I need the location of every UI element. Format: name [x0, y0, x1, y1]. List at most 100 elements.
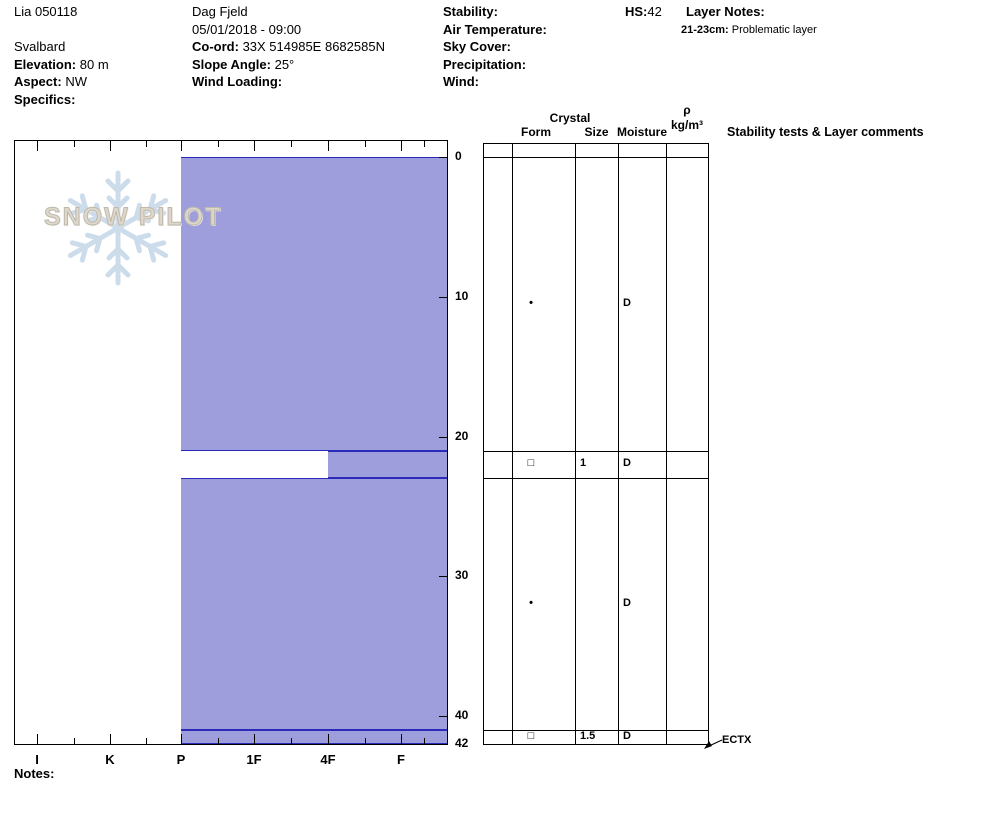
depth-tick-label: 42 — [455, 736, 469, 750]
snow-layer-bar — [328, 450, 447, 479]
pit-name: Lia 050118 — [14, 4, 78, 19]
slope-angle-row: Slope Angle: 25° — [192, 57, 294, 72]
moisture-value: D — [623, 296, 631, 309]
sky-cover-label: Sky Cover: — [443, 39, 511, 54]
hardness-minor-tick — [424, 141, 425, 147]
snow-layer-bar — [181, 157, 447, 451]
hardness-minor-tick — [73, 141, 75, 147]
elevation-value: 80 m — [79, 57, 109, 72]
coordinates-value: 33X 514985E 8682585N — [242, 39, 385, 54]
elevation-row: Elevation: 80 m — [14, 57, 109, 72]
hardness-major-tick — [110, 141, 111, 151]
crystal-header: Crystal — [549, 111, 591, 125]
density-header: ρ kg/m³ — [666, 103, 708, 133]
table-vline — [483, 143, 484, 744]
slope-angle-value: 25° — [274, 57, 295, 72]
snow-layer-bar — [181, 478, 447, 730]
hardness-major-tick — [401, 141, 402, 151]
hs-row: HS:42 — [625, 4, 662, 19]
hardness-major-tick — [328, 141, 329, 151]
layer-note-depth: 21-23cm: — [681, 24, 729, 36]
layer-note-text: Problematic layer — [731, 24, 817, 36]
table-vline — [512, 143, 513, 744]
hardness-minor-tick — [291, 738, 292, 744]
stability-tests-header: Stability tests & Layer comments — [727, 125, 924, 139]
hardness-axis-label: P — [176, 752, 186, 767]
size-header: Size — [584, 125, 609, 139]
hardness-axis-label: F — [397, 752, 405, 767]
elevation-label: Elevation: — [14, 57, 77, 72]
aspect-value: NW — [65, 74, 87, 89]
stability-label: Stability: — [443, 4, 498, 19]
hardness-minor-tick — [217, 141, 219, 147]
hardness-major-tick — [37, 734, 38, 744]
hardness-minor-tick — [364, 738, 366, 744]
hardness-minor-tick — [291, 141, 292, 147]
location: Svalbard — [14, 39, 66, 54]
grain-form-symbol: □ — [527, 730, 535, 742]
moisture-value: D — [623, 457, 631, 470]
datetime: 05/01/2018 - 09:00 — [192, 22, 302, 37]
grain-form-symbol: • — [529, 597, 533, 610]
hardness-minor-tick — [73, 738, 75, 744]
moisture-header: Moisture — [616, 125, 667, 139]
layer-notes-label: Layer Notes: — [686, 4, 765, 19]
grain-size-value: 1 — [580, 457, 587, 470]
stability-test-result: ECTX — [722, 734, 752, 746]
slope-angle-label: Slope Angle: — [192, 57, 271, 72]
ectx-arrow-icon — [704, 739, 723, 749]
depth-tick — [439, 716, 447, 718]
depth-tick — [439, 296, 447, 298]
hs-label: HS: — [625, 4, 648, 19]
hardness-major-tick — [254, 734, 255, 744]
depth-tick — [439, 436, 447, 438]
hardness-minor-tick — [364, 141, 366, 147]
depth-tick-label: 30 — [455, 568, 469, 583]
observer: Dag Fjeld — [192, 4, 248, 19]
hs-value: 42 — [647, 4, 662, 19]
density-symbol: ρ — [683, 103, 691, 117]
table-vline — [708, 143, 709, 744]
depth-tick — [439, 576, 447, 578]
hardness-minor-tick — [145, 141, 147, 147]
table-row-line — [483, 157, 708, 158]
density-unit: kg/m³ — [670, 118, 703, 132]
depth-tick-label: 20 — [455, 428, 469, 443]
moisture-value: D — [623, 730, 631, 742]
grain-form-symbol: □ — [527, 457, 535, 470]
snowpilot-logo-text: SNOW PILOT — [43, 203, 223, 232]
hardness-minor-tick — [145, 738, 147, 744]
wind-loading-label: Wind Loading: — [192, 74, 283, 89]
hardness-axis-label: I — [35, 752, 39, 767]
grain-form-symbol: • — [529, 296, 533, 309]
coordinates-label: Co-ord: — [192, 39, 239, 54]
hardness-major-tick — [401, 734, 402, 744]
table-vline — [575, 143, 576, 744]
layer-note-row: 21-23cm: Problematic layer — [681, 24, 817, 36]
air-temperature-label: Air Temperature: — [443, 22, 547, 37]
table-row-line — [483, 744, 708, 745]
depth-tick-label: 10 — [455, 288, 469, 303]
form-header: Form — [521, 125, 551, 139]
hardness-axis-label: 1F — [246, 752, 262, 767]
aspect-label: Aspect: — [14, 74, 62, 89]
wind-label: Wind: — [443, 74, 479, 89]
grain-size-value: 1.5 — [580, 730, 596, 742]
hardness-major-tick — [37, 141, 38, 151]
snowflake-icon — [67, 170, 169, 286]
specifics-label: Specifics: — [14, 92, 76, 107]
table-vline — [666, 143, 667, 744]
table-row-line — [483, 450, 708, 452]
hardness-minor-tick — [424, 738, 425, 744]
moisture-value: D — [623, 597, 631, 610]
table-row-line — [483, 730, 708, 732]
precipitation-label: Precipitation: — [443, 57, 527, 72]
hardness-axis-label: K — [105, 752, 115, 767]
coordinates-row: Co-ord: 33X 514985E 8682585N — [192, 39, 385, 54]
hardness-minor-tick — [217, 738, 219, 744]
table-vline — [618, 143, 619, 744]
hardness-major-tick — [328, 734, 329, 744]
depth-tick-label: 40 — [455, 708, 469, 723]
table-top-line — [483, 143, 708, 144]
snow-layer-bar — [181, 730, 447, 744]
